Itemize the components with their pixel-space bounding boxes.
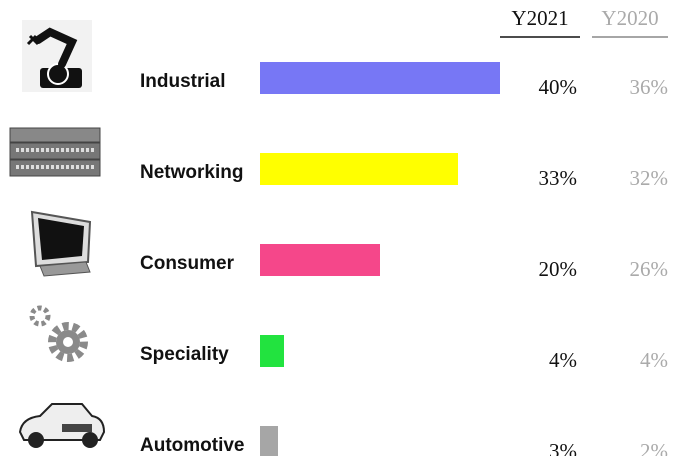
robot-icon	[22, 20, 92, 92]
value-label: 36%	[630, 75, 669, 99]
value-label: 33%	[539, 166, 578, 190]
bar	[260, 335, 284, 367]
value-label: 4%	[549, 348, 577, 372]
value-label: 3%	[549, 439, 577, 456]
value-label: 2%	[640, 439, 668, 456]
series-header: Y2021	[511, 6, 568, 30]
switch-icon	[10, 128, 100, 176]
bar	[260, 426, 278, 456]
value-label: 26%	[630, 257, 669, 281]
gears-icon	[32, 308, 84, 358]
bar	[260, 244, 380, 276]
category-label: Automotive	[140, 435, 245, 456]
category-label: Industrial	[140, 71, 226, 92]
category-label: Speciality	[140, 344, 229, 365]
category-label: Networking	[140, 162, 243, 183]
value-label: 32%	[630, 166, 669, 190]
category-label: Consumer	[140, 253, 235, 274]
value-label: 4%	[640, 348, 668, 372]
bar	[260, 153, 458, 185]
value-label: 20%	[539, 257, 578, 281]
car-icon	[20, 404, 104, 448]
value-label: 40%	[539, 75, 578, 99]
monitor-icon	[32, 212, 90, 276]
bar	[260, 62, 500, 94]
series-header: Y2020	[601, 6, 658, 30]
chart: Y2021 Y2020 Industrial 40% 36% Networking 33…	[0, 0, 677, 456]
